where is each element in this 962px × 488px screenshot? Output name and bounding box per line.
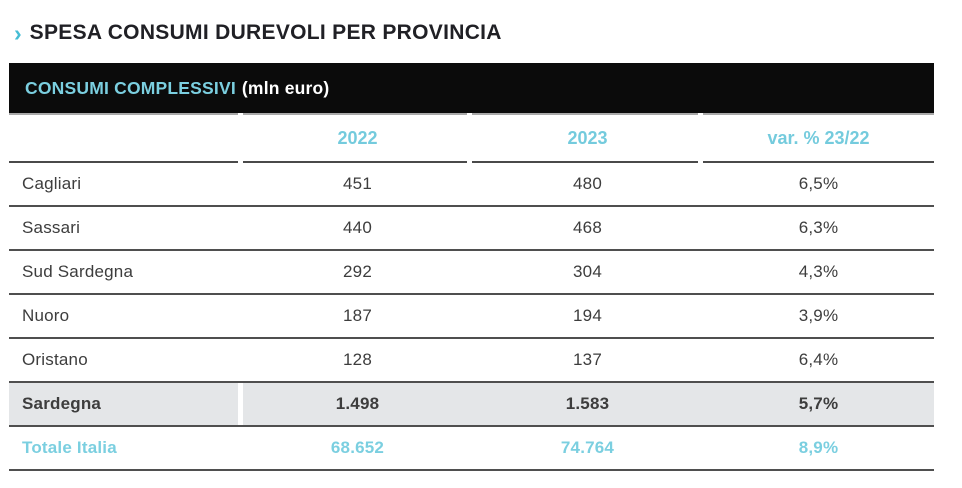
row-label: Totale Italia [22,438,117,457]
row-value-2023: 1.583 [472,383,703,425]
row-value-2022: 292 [343,262,372,281]
table-banner: CONSUMI COMPLESSIVI (mln euro) [9,63,934,113]
row-label: Sud Sardegna [22,262,134,281]
row-value-var: 4,3% [798,262,839,281]
row-value-2022: 1.498 [243,383,472,425]
page-title: SPESA CONSUMI DUREVOLI PER PROVINCIA [29,21,502,44]
row-value-2023: 468 [573,218,602,237]
row-value-2022: 187 [343,306,372,325]
row-value-2022: 128 [343,350,372,369]
row-label: Oristano [22,350,88,369]
row-value-var: 3,9% [798,306,839,325]
column-header-row: 2022 2023 var. % 23/22 [9,115,934,161]
row-label: Cagliari [22,174,82,193]
row-value-var: 6,5% [798,174,839,193]
header-2022: 2022 [337,127,378,148]
banner-unit-label: (mln euro) [241,77,330,98]
header-empty [9,115,243,161]
header-2023: 2023 [567,127,608,148]
row-value-2023: 194 [573,306,602,325]
row-value-var: 5,7% [703,383,934,425]
table-row: Oristano 128 137 6,4% [9,339,934,383]
chevron-right-icon: › [14,19,22,46]
table-row: Cagliari 451 480 6,5% [9,163,934,207]
row-value-2023: 74.764 [560,438,615,457]
row-label: Sardegna [9,383,243,425]
row-value-2022: 440 [343,218,372,237]
region-total-row: Sardegna 1.498 1.583 5,7% [9,383,934,427]
row-value-2023: 480 [573,174,602,193]
row-value-var: 6,4% [798,350,839,369]
row-value-2023: 137 [573,350,602,369]
banner-underline-rule [9,113,934,115]
table-row: Nuoro 187 194 3,9% [9,295,934,339]
row-label: Sassari [22,218,81,237]
row-value-var: 6,3% [798,218,839,237]
table-row: Sud Sardegna 292 304 4,3% [9,251,934,295]
header-var-percent: var. % 23/22 [767,127,870,148]
row-value-2022: 68.652 [330,438,385,457]
table-row: Sassari 440 468 6,3% [9,207,934,251]
row-label: Nuoro [22,306,70,325]
header-underline-rule [9,161,934,163]
page-title-row: › SPESA CONSUMI DUREVOLI PER PROVINCIA [14,21,502,45]
consumption-table: CONSUMI COMPLESSIVI (mln euro) 2022 2023… [9,63,934,471]
country-total-row: Totale Italia 68.652 74.764 8,9% [9,427,934,471]
row-value-var: 8,9% [798,438,839,457]
row-value-2023: 304 [573,262,602,281]
banner-title: CONSUMI COMPLESSIVI [25,77,236,98]
row-value-2022: 451 [343,174,372,193]
